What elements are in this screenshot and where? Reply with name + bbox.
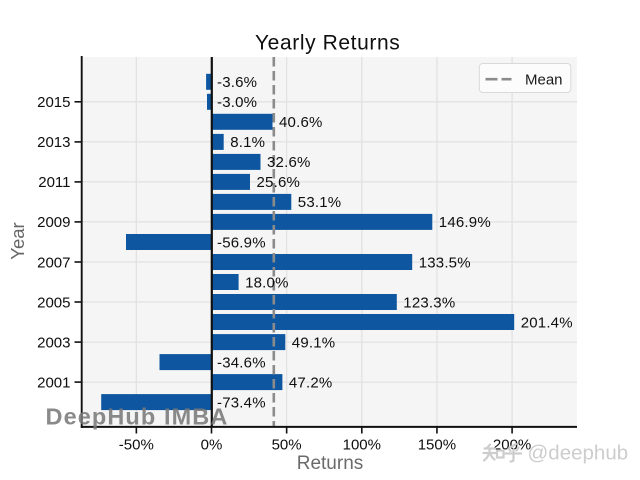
svg-text:-3.6%: -3.6%: [217, 74, 257, 91]
svg-text:201.4%: 201.4%: [521, 314, 573, 331]
svg-text:DeepHub IMBA: DeepHub IMBA: [46, 404, 229, 430]
svg-text:50%: 50%: [272, 437, 302, 454]
svg-text:-3.0%: -3.0%: [217, 94, 257, 111]
svg-text:32.6%: 32.6%: [267, 154, 311, 171]
svg-text:150%: 150%: [418, 437, 456, 454]
svg-text:@deephub: @deephub: [528, 442, 629, 465]
svg-text:53.1%: 53.1%: [298, 194, 342, 211]
svg-text:-50%: -50%: [119, 437, 154, 454]
svg-text:49.1%: 49.1%: [292, 334, 336, 351]
svg-text:-73.4%: -73.4%: [217, 394, 266, 411]
svg-text:2013: 2013: [37, 134, 70, 151]
svg-text:200%: 200%: [493, 437, 531, 454]
svg-text:47.2%: 47.2%: [289, 374, 333, 391]
svg-text:2003: 2003: [37, 334, 70, 351]
svg-text:2005: 2005: [37, 294, 70, 311]
svg-text:-34.6%: -34.6%: [217, 354, 266, 371]
svg-text:2007: 2007: [37, 254, 70, 271]
svg-text:2009: 2009: [37, 214, 70, 231]
svg-text:25.6%: 25.6%: [257, 174, 301, 191]
svg-text:2001: 2001: [37, 374, 70, 391]
svg-text:100%: 100%: [343, 437, 381, 454]
svg-text:Yearly Returns: Yearly Returns: [255, 32, 400, 55]
svg-text:8.1%: 8.1%: [230, 134, 265, 151]
svg-text:-56.9%: -56.9%: [217, 234, 266, 251]
svg-text:Mean: Mean: [525, 71, 563, 88]
svg-text:123.3%: 123.3%: [403, 294, 455, 311]
svg-text:2011: 2011: [38, 174, 70, 191]
svg-text:Year: Year: [7, 222, 28, 259]
svg-text:40.6%: 40.6%: [279, 114, 323, 131]
svg-text:146.9%: 146.9%: [439, 214, 491, 231]
svg-text:18.0%: 18.0%: [245, 274, 289, 291]
svg-text:Returns: Returns: [297, 453, 364, 474]
svg-text:133.5%: 133.5%: [419, 254, 471, 271]
svg-text:0%: 0%: [201, 437, 223, 454]
svg-text:2015: 2015: [37, 94, 70, 111]
